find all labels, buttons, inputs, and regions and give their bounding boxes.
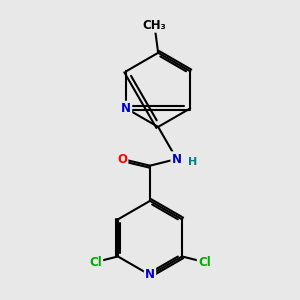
Text: N: N	[145, 268, 155, 281]
Text: H: H	[188, 157, 197, 166]
Text: O: O	[117, 152, 127, 166]
Text: N: N	[172, 152, 182, 166]
Text: N: N	[121, 102, 131, 115]
Text: Cl: Cl	[198, 256, 211, 268]
Text: CH₃: CH₃	[142, 19, 166, 32]
Text: Cl: Cl	[89, 256, 102, 268]
